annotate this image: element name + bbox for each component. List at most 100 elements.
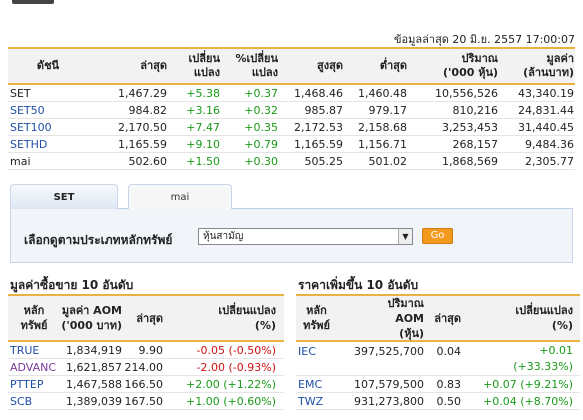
index-value: 31,440.45 [518,120,574,134]
index-last: 2,170.50 [118,120,167,134]
top-value-header: หลัก ทรัพย์ มูลค่า AOM ('000 บาท) ล่าสุด… [8,294,284,342]
top-gainers-title: ราคาเพิ่มขึ้น 10 อันดับ [298,278,419,292]
index-volume: 268,157 [452,137,499,151]
chevron-down-icon[interactable]: ▼ [398,229,412,244]
col-header-last: ล่าสุด [140,59,167,72]
stock-last: 167.50 [124,394,164,408]
index-pct-change: +0.32 [244,103,278,117]
index-high: 505.25 [304,154,344,168]
stock-symbol[interactable]: PTTEP [10,377,44,391]
index-low: 501.02 [368,154,408,168]
index-change: +5.38 [186,86,220,100]
stock-volume: 107,579,500 [354,377,424,391]
go-button[interactable]: Go [422,228,453,244]
index-last: 1,165.59 [118,137,167,151]
stock-change: +1.00 (+0.60%) [186,394,276,408]
tab-set[interactable]: SET [10,184,118,209]
logo [12,0,54,4]
index-volume: 810,216 [452,103,499,117]
stock-symbol[interactable]: EMC [298,377,323,391]
col-header-index: ดัชนี [36,59,60,72]
index-volume: 10,556,526 [435,86,498,100]
table-row[interactable]: SET100 2,170.50 +7.47 +0.35 2,172.53 2,1… [8,119,575,136]
index-table-header: ดัชนี ล่าสุด เปลี่ยน แปลง %เปลี่ยน แปลง … [8,47,575,85]
stock-change-pct: (+33.33%) [513,359,573,373]
stock-change: +0.04 (+8.70%) [483,394,573,408]
table-row[interactable]: PTTEP 1,467,588 166.50 +2.00 (+1.22%) [8,376,284,393]
stock-aom: 1,389,039 [66,394,122,408]
stock-change: +0.07 (+9.21%) [483,377,573,391]
index-name[interactable]: SET100 [10,120,52,134]
stock-symbol[interactable]: IEC [298,345,316,358]
top-value-title: มูลค่าซื้อขาย 10 อันดับ [10,278,134,292]
index-high: 1,468.46 [294,86,343,100]
index-low: 979.17 [368,103,408,117]
stock-symbol[interactable]: ADVANC [10,360,57,374]
index-low: 1,460.48 [358,86,407,100]
table-row[interactable]: IEC 397,525,700 0.04 +0.01 (+33.33%) [296,342,580,376]
top-value-table: หลัก ทรัพย์ มูลค่า AOM ('000 บาท) ล่าสุด… [8,294,284,410]
stock-volume: 397,525,700 [354,345,424,358]
index-change: +1.50 [186,154,220,168]
index-last: 1,467.29 [118,86,167,100]
security-type-select[interactable]: หุ้นสามัญ ▼ [198,228,413,245]
col-header-symbol: หลัก ทรัพย์ [303,304,330,332]
top-gainers-header: หลัก ทรัพย์ ปริมาณ AOM (หุ้น) ล่าสุด เปล… [296,294,580,342]
index-volume: 1,868,569 [442,154,498,168]
col-header-change: เปลี่ยนแปลง (%) [218,304,276,332]
market-tabs: SET mai [10,184,573,209]
stock-change: -2.00 (-0.93%) [196,360,276,374]
top-gainers-table: หลัก ทรัพย์ ปริมาณ AOM (หุ้น) ล่าสุด เปล… [296,294,580,410]
top-banner [0,0,583,8]
col-header-high: สูงสุด [317,59,343,72]
table-row[interactable]: ADVANC 1,621,857 214.00 -2.00 (-0.93%) [8,359,284,376]
table-row[interactable]: SETHD 1,165.59 +9.10 +0.79 1,165.59 1,15… [8,136,575,153]
col-header-symbol: หลัก ทรัพย์ [20,304,48,332]
index-high: 2,172.53 [294,120,343,134]
stock-symbol[interactable]: SCB [10,394,33,408]
stock-aom: 1,834,919 [66,343,122,357]
index-table: ดัชนี ล่าสุด เปลี่ยน แปลง %เปลี่ยน แปลง … [8,47,575,170]
index-pct-change: +0.35 [244,120,278,134]
stock-last: 9.90 [138,343,164,357]
index-change: +7.47 [186,120,220,134]
stock-symbol[interactable]: TWZ [298,394,324,408]
index-name[interactable]: SETHD [10,137,48,151]
security-type-selected: หุ้นสามัญ [203,231,244,242]
stock-change-value: +0.01 [539,343,573,357]
table-row[interactable]: EMC 107,579,500 0.83 +0.07 (+9.21%) [296,376,580,393]
index-change: +3.16 [186,103,220,117]
col-header-change: เปลี่ยน แปลง [188,52,220,79]
tab-mai[interactable]: mai [128,184,232,209]
table-row[interactable]: TRUE 1,834,919 9.90 -0.05 (-0.50%) [8,342,284,359]
col-header-value: มูลค่า (ล้านบาท) [523,52,574,79]
table-row[interactable]: TWZ 931,273,800 0.50 +0.04 (+8.70%) [296,393,580,410]
stock-last: 0.04 [436,345,462,358]
stock-symbol[interactable]: TRUE [10,343,40,357]
index-value: 2,305.77 [525,154,574,168]
last-updated: ข้อมูลล่าสุด 20 มิ.ย. 2557 17:00:07 [394,33,575,46]
stock-change: +0.01 (+33.33%) [461,343,573,375]
index-name[interactable]: SET50 [10,103,45,117]
table-row[interactable]: SET50 984.82 +3.16 +0.32 985.87 979.17 8… [8,102,575,119]
col-header-last: ล่าสุด [136,311,163,325]
index-high: 1,165.59 [294,137,343,151]
index-low: 1,156.71 [358,137,407,151]
index-pct-change: +0.30 [244,154,278,168]
table-row[interactable]: SET 1,467.29 +5.38 +0.37 1,468.46 1,460.… [8,85,575,102]
index-change: +9.10 [186,137,220,151]
col-header-aom-value: มูลค่า AOM ('000 บาท) [61,304,122,332]
index-name[interactable]: SET [10,86,31,100]
index-last: 984.82 [128,103,168,117]
index-high: 985.87 [304,103,344,117]
stock-aom: 1,621,857 [66,360,122,374]
index-name[interactable]: mai [10,154,31,168]
stock-last: 0.83 [436,377,462,391]
index-value: 43,340.19 [518,86,574,100]
index-low: 2,158.68 [358,120,407,134]
index-volume: 3,253,453 [442,120,498,134]
stock-volume: 931,273,800 [354,394,424,408]
stock-aom: 1,467,588 [66,377,122,391]
table-row[interactable]: mai 502.60 +1.50 +0.30 505.25 501.02 1,8… [8,153,575,170]
table-row[interactable]: SCB 1,389,039 167.50 +1.00 (+0.60%) [8,393,284,410]
